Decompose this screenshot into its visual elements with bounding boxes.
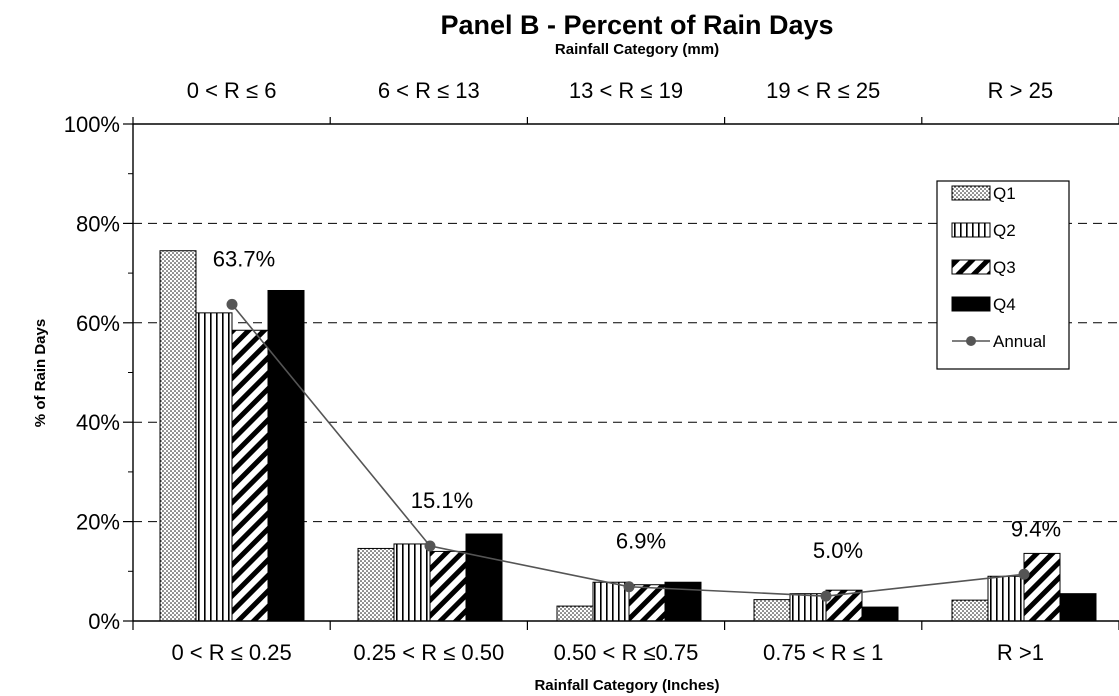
bar-q1 [951,599,989,622]
y-tick-label: 20% [76,510,120,535]
bar-q4 [465,533,503,622]
annual-data-label: 9.4% [1011,516,1061,541]
y-tick-label: 0% [88,609,120,634]
legend-box [936,180,1070,370]
bar-q3 [231,329,269,622]
x-category-label: R >1 [997,640,1044,665]
annual-line: 63.7% 15.1% 6.9% 5.0% 9.4% [213,246,1061,602]
bar-q2 [789,593,827,622]
top-axis-label: Rainfall Category (mm) [555,41,719,58]
legend-label: Q4 [993,295,1016,314]
bar-q4 [861,606,899,622]
top-category-labels: 0 < R ≤ 6 6 < R ≤ 13 13 < R ≤ 19 19 < R ≤ 2… [187,78,1053,103]
y-tick-labels: 0% 20% 40% 60% 80% 100% [64,112,120,634]
annual-data-label: 63.7% [213,246,275,271]
y-tick-label: 40% [76,410,120,435]
x-category-label: 0.75 < R ≤ 1 [763,640,883,665]
bar-q1 [556,605,594,622]
x-category-label: 0.50 < R ≤0.75 [554,640,699,665]
annual-data-label: 6.9% [616,529,666,554]
bar-q2 [195,312,233,622]
x-category-labels: 0 < R ≤ 0.25 0.25 < R ≤ 0.50 0.50 < R ≤0.7… [171,640,1044,665]
annual-point [623,581,635,593]
legend-swatch-q2 [951,222,991,238]
x-axis-label: Rainfall Category (Inches) [534,677,719,694]
legend-label: Q1 [993,184,1016,203]
legend-swatch-q4 [951,296,991,312]
axes [123,117,1119,630]
annual-data-label: 5.0% [813,538,863,563]
y-axis-label: % of Rain Days [32,319,49,427]
bar-q3 [628,584,666,622]
bar-q3 [429,550,467,622]
bar-q2 [987,575,1025,622]
bar-marks [159,250,1097,622]
legend-label: Q2 [993,221,1016,240]
top-category-label: R > 25 [988,78,1053,103]
annual-data-label: 15.1% [411,488,473,513]
y-tick-label: 80% [76,211,120,236]
bar-q1 [753,599,791,622]
legend-swatch-q3 [951,259,991,275]
annual-point [226,298,238,310]
bar-q2 [592,581,630,622]
annual-point [820,590,832,602]
bar-q4 [1059,593,1097,622]
top-category-label: 13 < R ≤ 19 [569,78,683,103]
x-category-label: 0.25 < R ≤ 0.50 [353,640,504,665]
chart-title: Panel B - Percent of Rain Days [440,10,833,40]
y-tick-label: 100% [64,112,120,137]
bar-q4 [267,289,305,622]
legend: Q1 Q2 Q3 Q4 Annual [936,180,1070,370]
annual-point [1018,568,1030,580]
top-category-label: 19 < R ≤ 25 [766,78,880,103]
legend-label: Annual [993,332,1046,351]
legend-marker-annual [966,336,976,346]
top-category-label: 6 < R ≤ 13 [378,78,480,103]
bar-q1 [357,547,395,622]
x-category-label: 0 < R ≤ 0.25 [171,640,291,665]
bar-q3 [1023,552,1061,622]
bar-q2 [393,543,431,622]
bar-q1 [159,250,197,622]
y-tick-label: 60% [76,311,120,336]
annual-point [424,540,436,552]
top-category-label: 0 < R ≤ 6 [187,78,277,103]
legend-swatch-q1 [951,185,991,201]
legend-label: Q3 [993,258,1016,277]
